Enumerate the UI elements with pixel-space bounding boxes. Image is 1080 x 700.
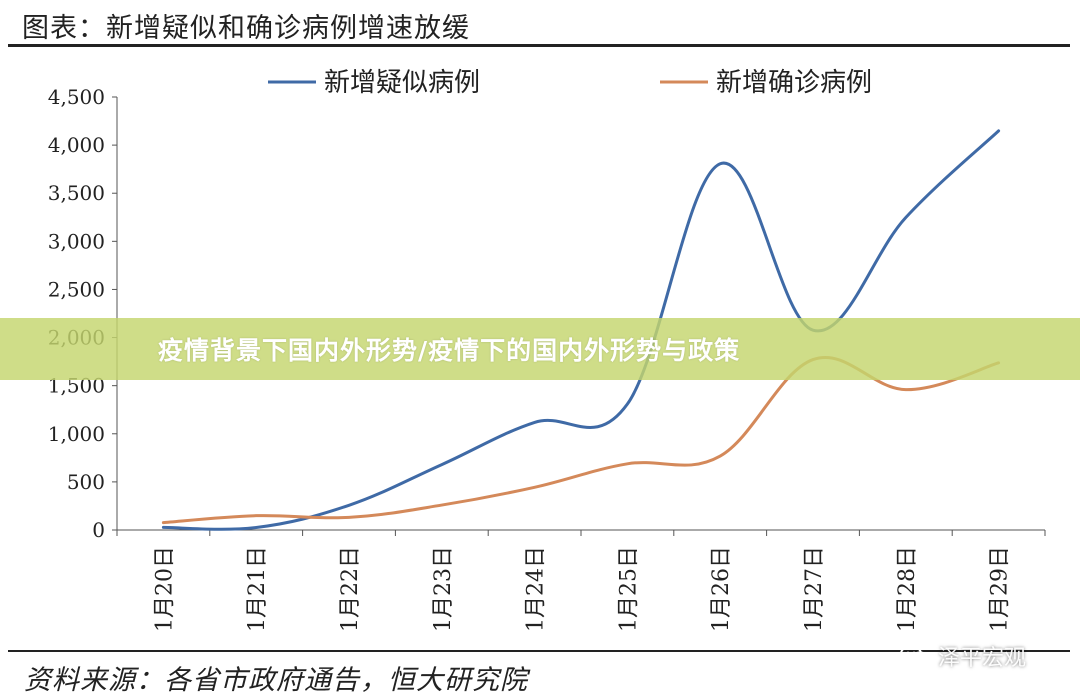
x-axis: 1月20日 1月21日 1月22日 1月23日 1月24日 1月25日 1月26日 1月27日…: [116, 529, 1046, 632]
figure-source: 资料来源：各省市政府通告，恒大研究院: [24, 665, 528, 696]
x-tick-label: 1月22日: [338, 546, 363, 632]
x-tick-label: 1月28日: [895, 546, 920, 632]
series-line-1: [161, 129, 1001, 531]
y-tick-label: 4,500: [48, 85, 105, 109]
y-tick-label: 3,500: [48, 181, 105, 205]
y-tick-label: 500: [67, 470, 105, 494]
y-axis: 05001,0001,5002,0002,5003,0003,5004,0004…: [48, 85, 118, 542]
wechat-icon: [900, 645, 929, 667]
x-tick-label: 1月27日: [802, 546, 827, 632]
y-tick-label: 2,500: [48, 277, 105, 301]
legend: 新增疑似病例 新增确诊病例: [268, 68, 872, 98]
x-tick-label: 1月23日: [431, 546, 456, 632]
y-tick-label: 0: [92, 518, 105, 542]
x-tick-label: 1月29日: [988, 546, 1013, 632]
x-tick-label: 1月26日: [709, 546, 734, 632]
bottom-rule: [8, 650, 1070, 652]
x-tick-label: 1月20日: [152, 546, 177, 632]
y-tick-label: 4,000: [48, 133, 105, 157]
legend-label-2: 新增确诊病例: [716, 68, 872, 98]
x-tick-label: 1月25日: [616, 546, 641, 632]
x-tick-label: 1月21日: [245, 546, 270, 632]
watermark-text: 泽平宏观: [938, 646, 1027, 671]
article-banner: 疫情背景下国内外形势/疫情下的国内外形势与政策: [0, 318, 1080, 380]
watermark: 泽平宏观: [900, 638, 1026, 674]
y-tick-label: 3,000: [48, 229, 105, 253]
x-tick-label: 1月24日: [524, 546, 549, 632]
series-line-2: [161, 356, 1001, 525]
top-rule: [8, 44, 1070, 47]
y-tick-label: 1,000: [48, 422, 105, 446]
figure-title: 图表：新增疑似和确诊病例增速放缓: [22, 13, 470, 44]
banner-text: 疫情背景下国内外形势/疫情下的国内外形势与政策: [158, 336, 741, 365]
legend-label-1: 新增疑似病例: [324, 68, 480, 98]
